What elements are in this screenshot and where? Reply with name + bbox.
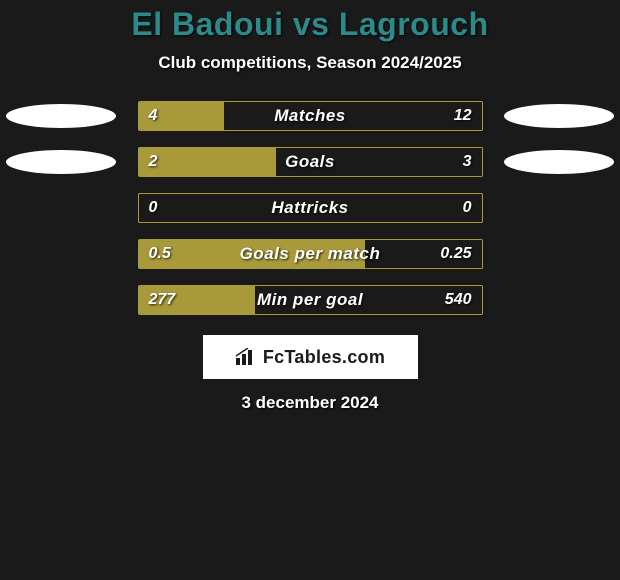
stat-bar: 2Goals3 — [138, 147, 483, 177]
stat-value-right: 0.25 — [440, 240, 471, 268]
stat-label: Goals — [139, 148, 482, 176]
stat-row: 2Goals3 — [0, 147, 620, 177]
stat-label: Goals per match — [139, 240, 482, 268]
player-marker-right — [504, 104, 614, 128]
player-marker-right — [504, 150, 614, 174]
page-title: El Badoui vs Lagrouch — [0, 6, 620, 43]
stat-label: Matches — [139, 102, 482, 130]
stat-bar: 0.5Goals per match0.25 — [138, 239, 483, 269]
stat-row: 0Hattricks0 — [0, 193, 620, 223]
stat-value-right: 12 — [454, 102, 472, 130]
footer-date: 3 december 2024 — [0, 393, 620, 413]
stat-bar: 0Hattricks0 — [138, 193, 483, 223]
stat-row: 4Matches12 — [0, 101, 620, 131]
stat-label: Hattricks — [139, 194, 482, 222]
stat-row: 277Min per goal540 — [0, 285, 620, 315]
stat-value-right: 0 — [463, 194, 472, 222]
stat-value-right: 540 — [445, 286, 472, 314]
bar-chart-icon — [235, 348, 257, 366]
stat-value-right: 3 — [463, 148, 472, 176]
chart-area: 4Matches12 2Goals3 0Hattricks0 0.5Goals per… — [0, 101, 620, 315]
comparison-widget: El Badoui vs Lagrouch Club competitions,… — [0, 0, 620, 413]
brand-badge[interactable]: FcTables.com — [203, 335, 418, 379]
brand-text: FcTables.com — [263, 347, 385, 368]
stat-row: 0.5Goals per match0.25 — [0, 239, 620, 269]
stat-bar: 4Matches12 — [138, 101, 483, 131]
stat-bar: 277Min per goal540 — [138, 285, 483, 315]
player-marker-left — [6, 104, 116, 128]
stat-label: Min per goal — [139, 286, 482, 314]
player-marker-left — [6, 150, 116, 174]
page-subtitle: Club competitions, Season 2024/2025 — [0, 53, 620, 73]
